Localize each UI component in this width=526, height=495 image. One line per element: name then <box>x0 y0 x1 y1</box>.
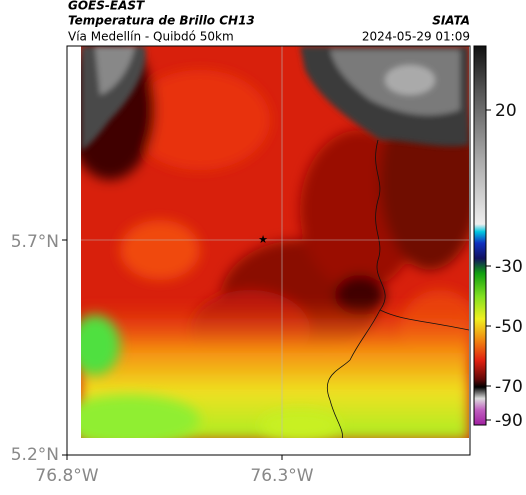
colorbar-label: -50 <box>495 317 523 337</box>
colorbar-label: 20 <box>495 101 517 121</box>
agency: SIATA <box>432 14 470 28</box>
title: Temperatura de Brillo CH13 <box>68 14 255 28</box>
y-label: 5.2°N <box>11 445 59 465</box>
colorbar <box>473 45 487 426</box>
border <box>327 139 469 438</box>
subtitle: Vía Medellín - Quibdó 50km <box>68 30 234 44</box>
colorbar-label: -30 <box>495 257 523 277</box>
colorbar-label: -90 <box>495 411 523 431</box>
x-label: 76.3°W <box>250 466 313 486</box>
location-marker: ★ <box>258 233 268 246</box>
timestamp: 2024-05-29 01:09 <box>362 30 470 44</box>
map-frame <box>66 45 471 456</box>
colorbar-label: -70 <box>495 377 523 397</box>
x-label: 76.8°W <box>35 466 98 486</box>
satellite-image: ★ <box>81 46 469 438</box>
source: GOES-EAST <box>68 0 145 13</box>
y-label: 5.7°N <box>11 232 59 252</box>
